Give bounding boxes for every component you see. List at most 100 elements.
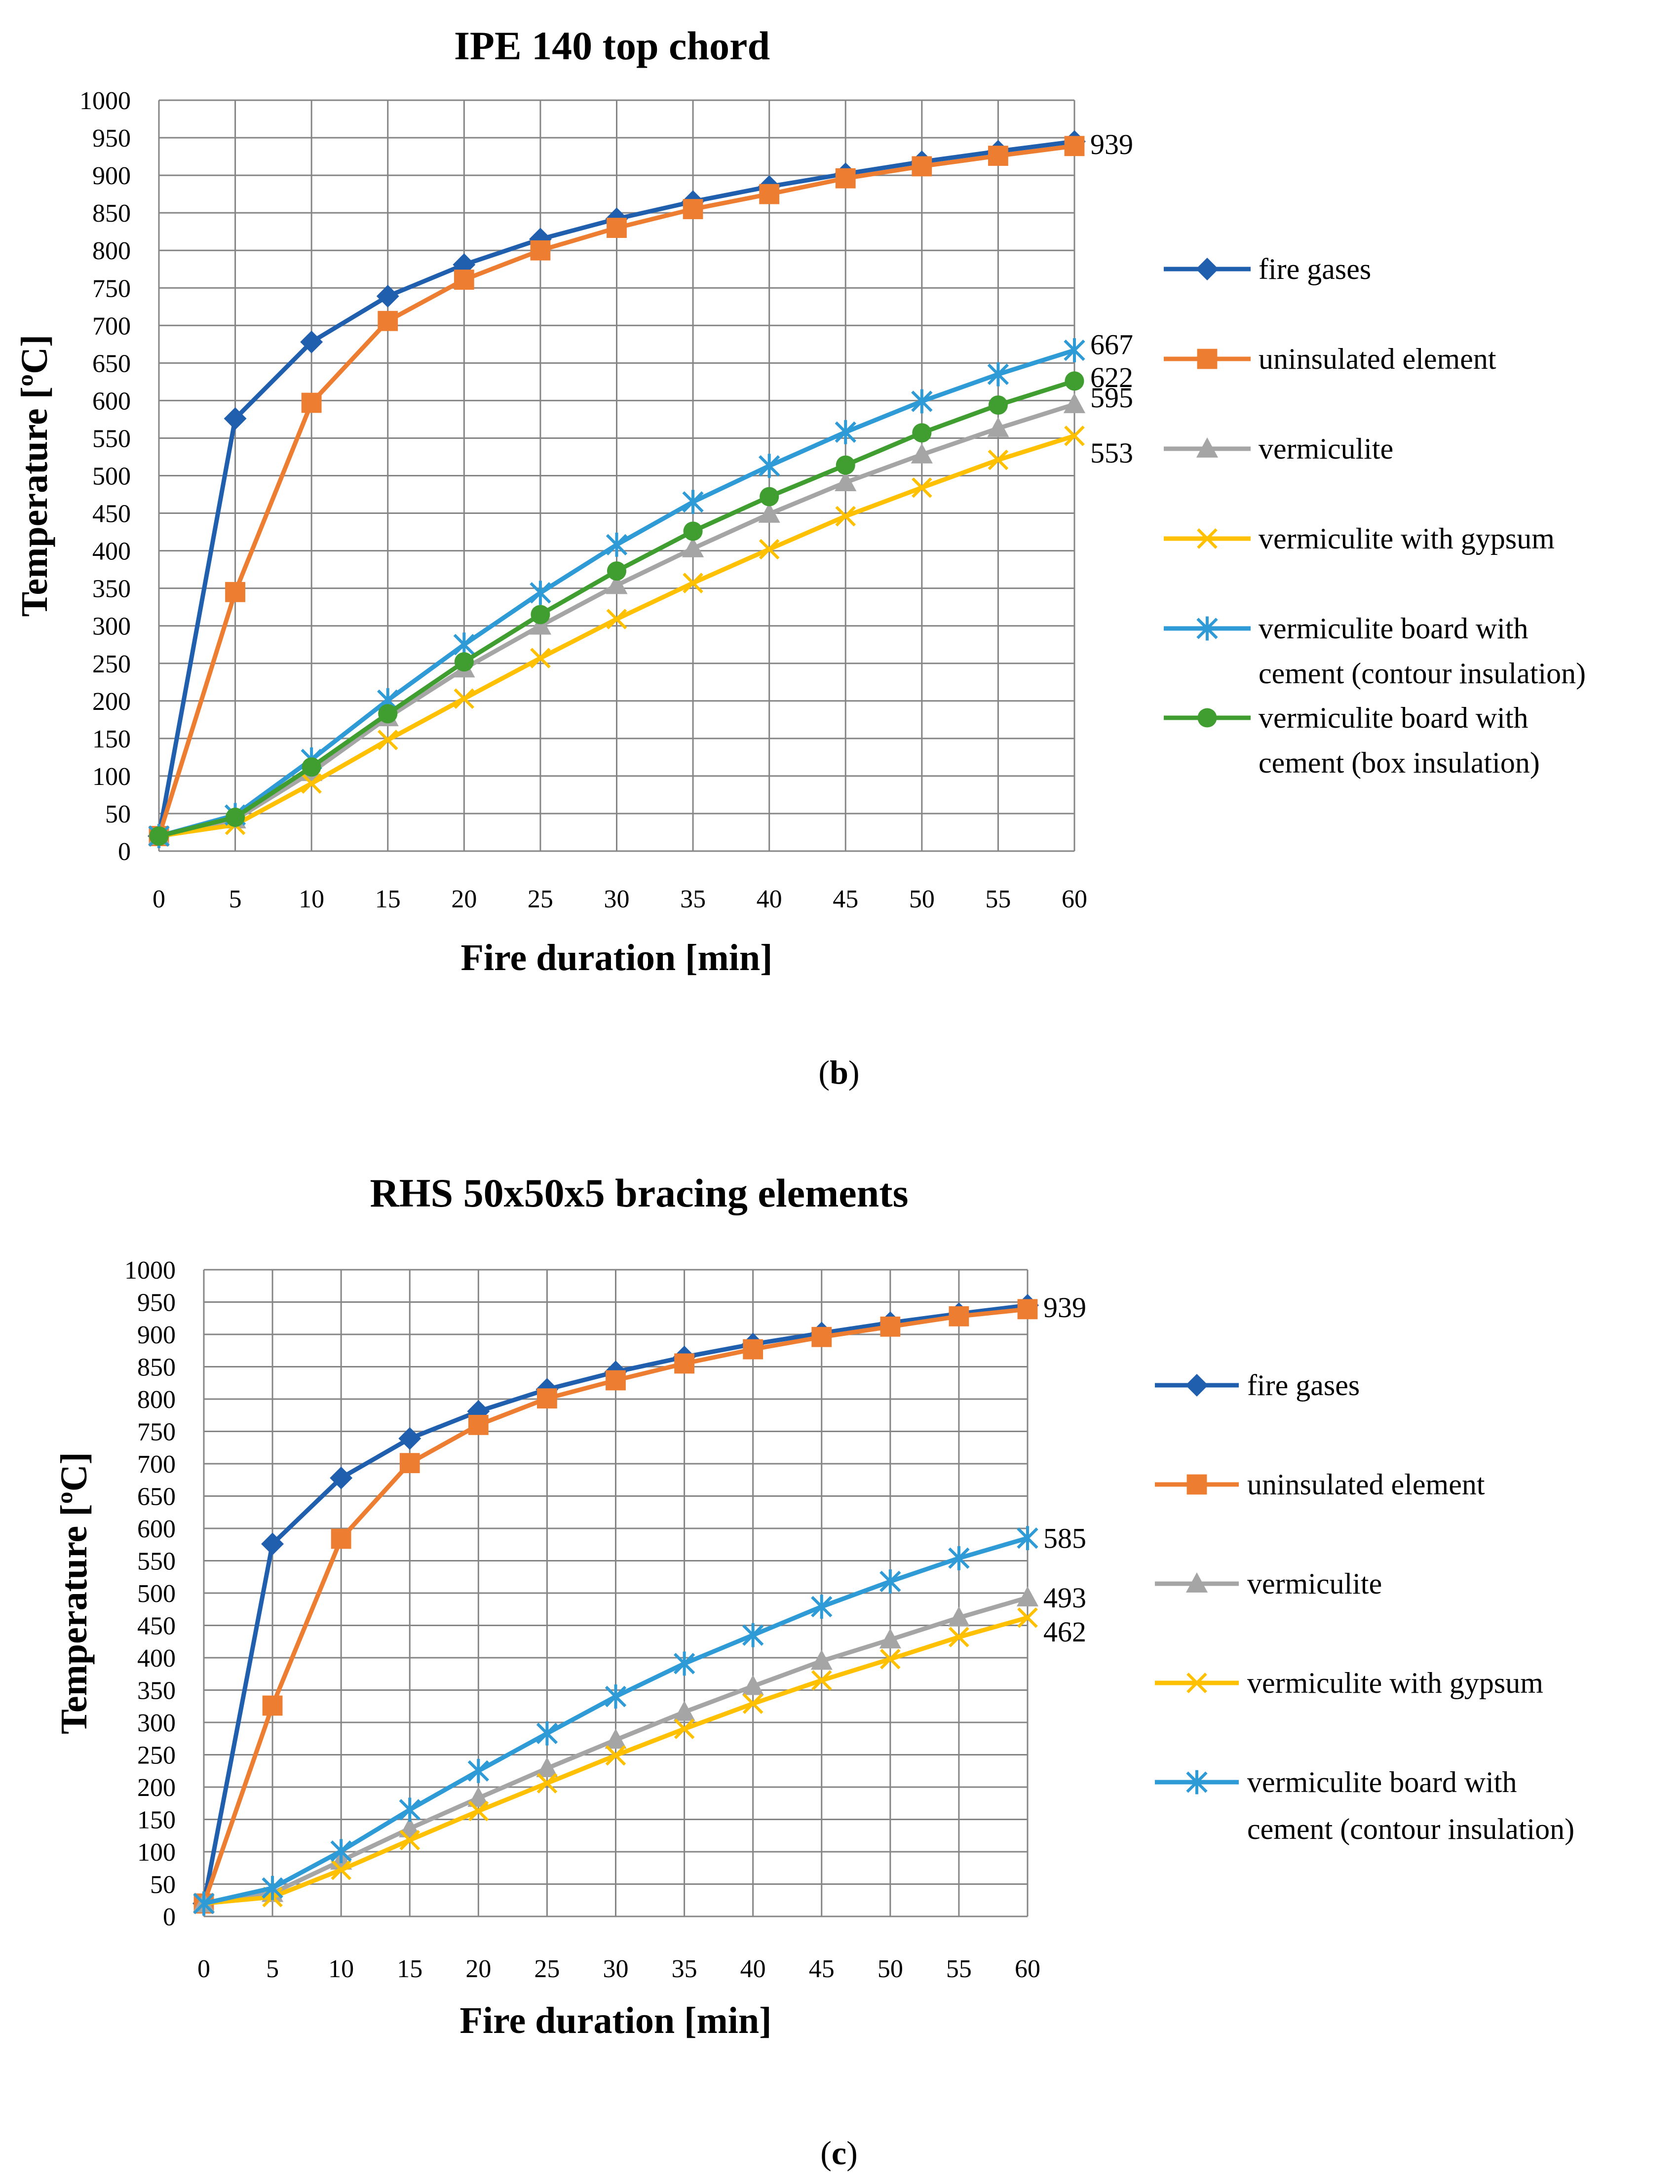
legend-label: uninsulated element [1247,1468,1485,1501]
data-point [606,574,628,594]
data-point [673,1701,695,1721]
legend-item-vermiculite-board-with-cement-box-insulation: vermiculite board with cement (box insula… [1164,702,1540,779]
y-tick-label: 250 [137,1742,176,1770]
data-point [759,184,780,204]
y-tick-label: 800 [137,1386,176,1414]
x-tick-label: 35 [672,1955,697,1983]
data-point [987,417,1009,437]
y-tick-label: 350 [92,575,131,603]
x-tick-label: 0 [153,885,165,913]
x-tick-label: 5 [266,1955,279,1983]
data-point [530,648,551,668]
data-point [880,1648,901,1670]
data-point [301,392,322,413]
data-point [607,218,627,238]
legend-item-fire-gases: fire gases [1155,1369,1360,1402]
chart-title: IPE 140 top chord [454,23,770,68]
data-point [1017,1607,1038,1628]
y-tick-label: 550 [92,425,131,453]
legend-item-fire-gases: fire gases [1164,253,1371,285]
data-point [682,537,704,557]
data-point [879,1569,901,1594]
data-point [262,1875,283,1900]
legend-item-vermiculite: vermiculite [1155,1567,1382,1600]
data-point [261,1532,284,1556]
legend-item-vermiculite-with-gypsum: vermiculite with gypsum [1164,522,1555,555]
data-point [454,652,474,672]
data-point [674,1353,694,1374]
series-vermiculite-with-gypsum: 553 [149,426,1133,847]
end-value-label: 462 [1043,1616,1086,1648]
data-point [835,506,856,527]
data-point [537,1388,557,1409]
data-point [988,395,1008,415]
chart-title: RHS 50x50x5 bracing elements [370,1170,909,1215]
legend-label: cement (contour insulation) [1259,657,1586,690]
data-point [835,471,857,492]
x-tick-label: 20 [451,885,477,913]
y-tick-label: 100 [92,763,131,791]
data-point [398,1427,421,1450]
data-point [1063,393,1086,413]
x-tick-label: 40 [740,1955,766,1983]
data-point [1064,136,1085,156]
data-point [225,582,245,602]
legend-item-vermiculite-with-gypsum: vermiculite with gypsum [1155,1667,1543,1699]
data-point [988,146,1008,166]
y-tick-label: 400 [92,538,131,566]
data-point [606,532,628,557]
data-point [760,487,779,507]
data-point [605,1684,627,1709]
y-tick-label: 800 [92,237,131,265]
series-vermiculite-board-with-cement-contour-insulation: 585 [193,1522,1086,1916]
data-point [742,1693,764,1714]
y-tick-label: 250 [92,650,131,678]
legend-label: vermiculite board with [1259,612,1528,645]
data-point [149,826,169,846]
data-point [673,1651,695,1676]
end-value-label: 585 [1043,1522,1086,1555]
data-point [987,362,1009,387]
x-tick-label: 60 [1062,885,1087,913]
legend-marker [1197,349,1218,369]
data-point [912,477,932,498]
data-point [1017,1526,1038,1551]
x-axis-ticks: 0 5 10 15 20 25 30 35 40 45 50 55 60 [197,1955,1040,1983]
data-point [536,1757,558,1777]
data-point [743,1339,764,1360]
data-point [399,1797,420,1822]
series-uninsulated-element: 939 [193,1291,1086,1914]
y-tick-label: 100 [137,1838,176,1867]
legend-marker [1197,528,1218,549]
data-point [454,270,474,290]
data-point [330,1466,353,1489]
x-tick-label: 25 [534,1955,560,1983]
y-tick-label: 150 [92,725,131,753]
x-tick-label: 45 [833,885,858,913]
chart-panel-c: RHS 50x50x5 bracing elements050100150200… [53,1170,1574,2172]
data-point [468,1800,489,1822]
x-tick-label: 0 [197,1955,210,1983]
data-point [399,1817,421,1837]
y-tick-label: 150 [137,1806,176,1834]
data-point [1017,1299,1038,1320]
data-point [529,614,552,635]
y-tick-label: 1000 [124,1256,176,1285]
data-point [377,730,398,750]
legend-marker [1186,1673,1207,1693]
legend-label: vermiculite board with [1247,1766,1517,1798]
y-tick-label: 700 [92,312,131,340]
y-tick-label: 900 [137,1321,176,1349]
y-axis-ticks: 0 50 100 150 200 250 300 350 400 450 500 550 600 650 7… [79,87,131,866]
data-point [988,449,1009,470]
data-point [835,420,856,444]
legend-label: vermiculite with gypsum [1259,522,1555,555]
data-point [531,605,550,624]
x-tick-label: 45 [809,1955,835,1983]
data-point [758,503,780,523]
data-point [674,1718,695,1739]
x-tick-label: 50 [909,885,935,913]
data-point [399,1453,420,1474]
data-point [262,1695,283,1716]
data-point [302,757,321,777]
